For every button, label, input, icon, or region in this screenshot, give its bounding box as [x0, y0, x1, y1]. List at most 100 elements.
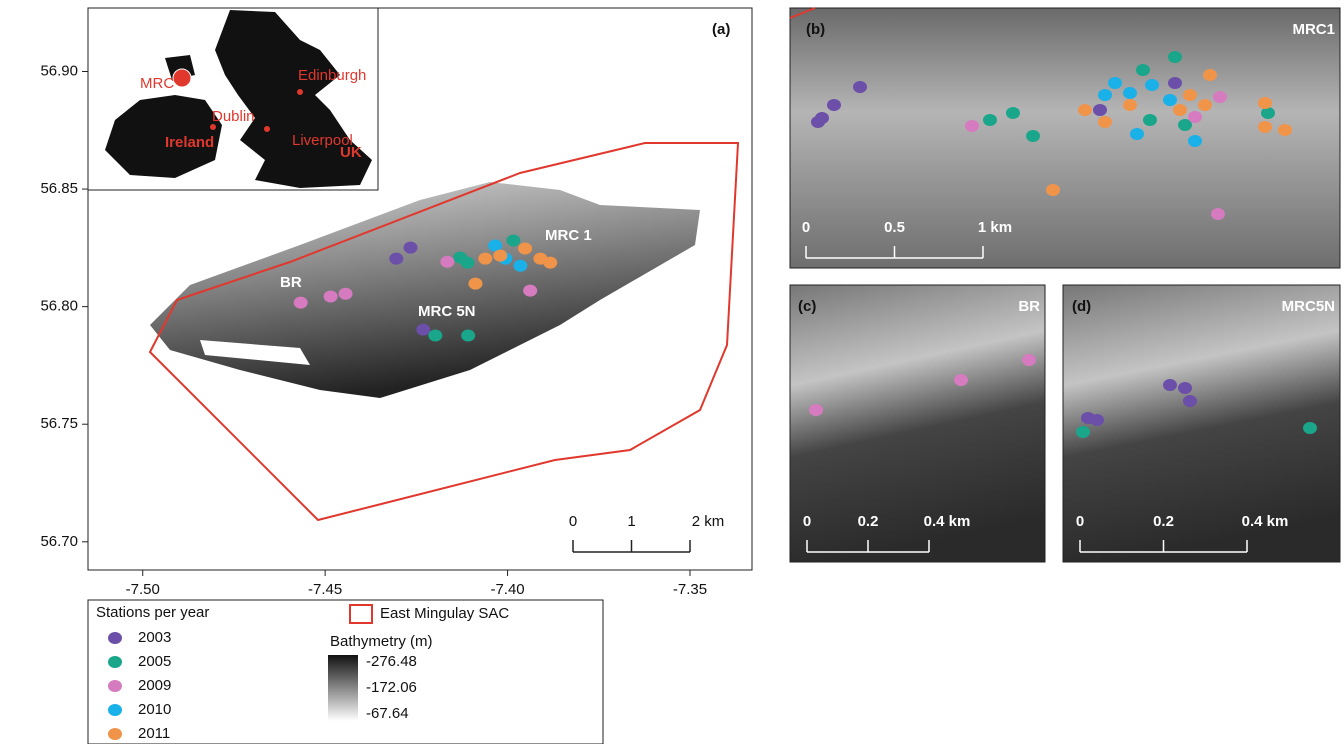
site-label: MRC 1	[545, 227, 592, 244]
inset-station	[1078, 104, 1092, 116]
no-data	[200, 340, 310, 365]
inset-station	[853, 81, 867, 93]
site-name: MRC1	[1292, 21, 1335, 38]
scale-label: 0.4 km	[924, 513, 971, 530]
panel-tag: (a)	[712, 21, 730, 38]
scale-label: 1	[627, 513, 635, 530]
inset-station	[1046, 184, 1060, 196]
station	[440, 255, 455, 268]
inset-station	[1178, 382, 1192, 394]
inset-station	[1168, 77, 1182, 89]
inset-station	[1168, 51, 1182, 63]
panel-b	[789, 7, 1341, 269]
station	[523, 284, 538, 297]
inset-station	[1183, 395, 1197, 407]
legend-label: 2005	[138, 653, 171, 670]
panel-d	[1062, 284, 1341, 563]
station	[428, 329, 443, 342]
scale-bar: 0 0.5 1 km	[802, 219, 1012, 259]
scale-label: 0	[1076, 513, 1084, 530]
station	[543, 256, 558, 269]
legend-label: 2010	[138, 701, 171, 718]
legend-label: 2011	[138, 725, 170, 742]
inset-station	[1136, 64, 1150, 76]
main-panel	[87, 7, 753, 571]
inset-station	[1183, 89, 1197, 101]
scale-bar: 0 0.2 0.4 km	[803, 513, 971, 553]
station	[518, 242, 533, 255]
inset-station	[1130, 128, 1144, 140]
scale-bar: 0 0.2 0.4 km	[1076, 513, 1289, 553]
inset-station	[1258, 121, 1272, 133]
y-tick-label: 56.90	[40, 62, 78, 79]
inset-station	[1203, 69, 1217, 81]
station	[403, 241, 418, 254]
x-tick-label: -7.40	[490, 581, 524, 598]
inset-station	[1108, 77, 1122, 89]
station	[389, 252, 404, 265]
station	[478, 252, 493, 265]
legend-swatch	[108, 656, 122, 668]
legend-bathy-value: -276.48	[366, 653, 417, 670]
station	[488, 239, 503, 252]
inset-station	[1278, 124, 1292, 136]
inset-station	[1022, 354, 1036, 366]
place-label: Edinburgh	[298, 67, 366, 84]
bathymetry	[150, 182, 700, 398]
place-label: Ireland	[165, 134, 214, 151]
station	[506, 234, 521, 247]
inset-station	[983, 114, 997, 126]
inset-station	[815, 112, 829, 124]
place-label: UK	[340, 144, 362, 161]
legend-sac: East Mingulay SAC	[380, 605, 509, 622]
legend-bathy-title: Bathymetry (m)	[330, 633, 433, 650]
scale-label: 0.4 km	[1242, 513, 1289, 530]
inset-station	[1123, 99, 1137, 111]
scale-label: 0.5	[884, 219, 905, 236]
x-tick-label: -7.45	[308, 581, 342, 598]
site-label: MRC 5N	[418, 303, 476, 320]
scale-label: 0	[569, 513, 577, 530]
inset-station	[1303, 422, 1317, 434]
legend-label: 2009	[138, 677, 171, 694]
station	[323, 290, 338, 303]
inset-station	[1163, 94, 1177, 106]
scale-bar: 0 1 2 km	[569, 513, 724, 553]
inset-station	[1213, 91, 1227, 103]
scale-label: 0	[803, 513, 811, 530]
station	[493, 249, 508, 262]
site-name: MRC5N	[1282, 298, 1335, 315]
y-tick-label: 56.75	[40, 415, 78, 432]
inset-station	[965, 120, 979, 132]
station	[461, 329, 476, 342]
scale-label: 0.2	[858, 513, 879, 530]
inset-station	[1090, 414, 1104, 426]
sac-boundary	[148, 142, 740, 522]
station	[293, 296, 308, 309]
legend-bathy-value: -67.64	[366, 705, 409, 722]
inset-station	[1123, 87, 1137, 99]
inset-station	[954, 374, 968, 386]
legend-title: Stations per year	[96, 604, 209, 621]
scale-label: 1 km	[978, 219, 1012, 236]
y-tick-label: 56.80	[40, 298, 78, 315]
inset-station	[1143, 114, 1157, 126]
station	[460, 256, 475, 269]
inset-station	[1163, 379, 1177, 391]
legend-bathy-value: -172.06	[366, 679, 417, 696]
station	[338, 287, 353, 300]
station	[416, 323, 431, 336]
legend-label: 2003	[138, 629, 171, 646]
inset-station	[1261, 107, 1275, 119]
station	[513, 259, 528, 272]
inset-station	[1026, 130, 1040, 142]
inset-station	[1198, 99, 1212, 111]
inset-station	[1006, 107, 1020, 119]
inset-station	[1178, 119, 1192, 131]
site-name: BR	[1018, 298, 1040, 315]
inset-station	[1258, 97, 1272, 109]
legend-swatch	[108, 728, 122, 740]
inset-station	[1188, 135, 1202, 147]
inset-station	[1211, 208, 1225, 220]
